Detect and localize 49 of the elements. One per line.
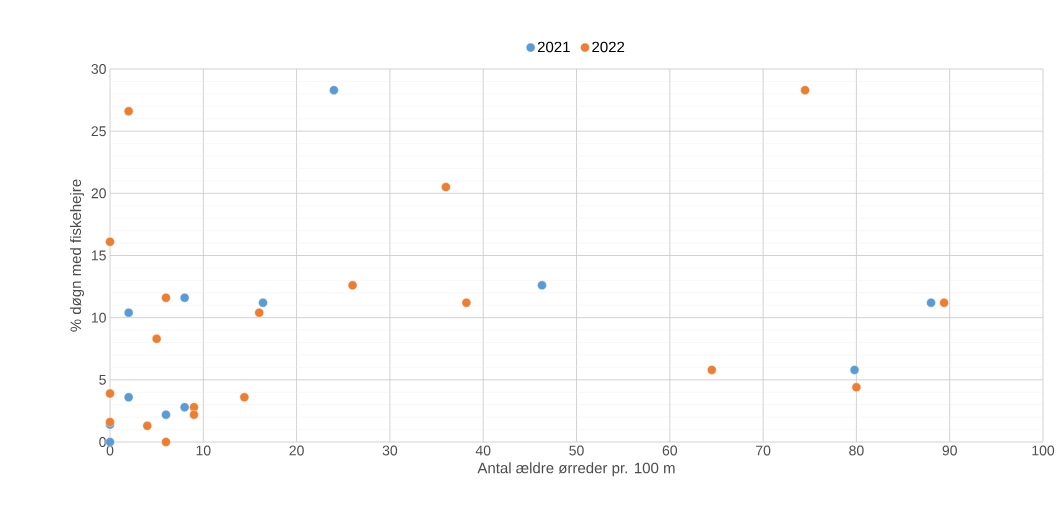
point — [105, 237, 115, 247]
point — [851, 382, 862, 392]
x-tick-label: 0 — [106, 445, 114, 456]
legend-label: 2021 — [537, 41, 570, 53]
y-tick-label: 10 — [91, 312, 106, 323]
legend-label: 2022 — [592, 41, 625, 53]
point — [939, 298, 949, 308]
x-tick-label: 100 — [1032, 445, 1055, 456]
y-tick-label: 25 — [91, 126, 106, 137]
point — [441, 182, 451, 192]
x-tick-label: 40 — [475, 445, 491, 456]
point — [329, 85, 339, 95]
y-tick-label: 0 — [99, 437, 106, 447]
point — [258, 298, 268, 308]
point — [123, 106, 134, 116]
point — [161, 293, 171, 303]
y-tick-label: 15 — [91, 250, 106, 261]
x-tick-label: 20 — [289, 445, 304, 456]
point — [189, 409, 199, 420]
point — [347, 280, 358, 291]
y-axis-title: % døgn med fiskehejre — [70, 179, 85, 332]
x-tick-label: 30 — [382, 445, 398, 456]
point — [239, 392, 250, 402]
point — [461, 298, 472, 308]
x-tick-label: 90 — [942, 445, 957, 456]
y-tick-label: 20 — [91, 188, 106, 199]
point — [254, 307, 264, 318]
point — [926, 298, 936, 308]
x-tick-label: 60 — [662, 445, 678, 456]
point — [179, 293, 190, 303]
point — [123, 307, 134, 318]
point — [123, 392, 134, 402]
x-tick-label: 10 — [196, 445, 211, 456]
point — [105, 388, 115, 399]
point — [142, 421, 153, 431]
x-axis-title: Antal ældre ørreder pr. 100 m — [477, 462, 675, 477]
x-tick-label: 50 — [569, 445, 584, 456]
point — [151, 334, 162, 344]
point — [161, 437, 171, 447]
point — [179, 402, 190, 412]
y-tick-label: 30 — [91, 64, 106, 74]
point — [800, 85, 810, 95]
point — [161, 409, 171, 420]
y-tick-label: 5 — [99, 374, 106, 385]
x-tick-label: 70 — [756, 445, 771, 456]
point — [707, 365, 717, 375]
point — [537, 280, 547, 291]
point — [849, 365, 860, 375]
x-tick-label: 80 — [849, 445, 864, 456]
